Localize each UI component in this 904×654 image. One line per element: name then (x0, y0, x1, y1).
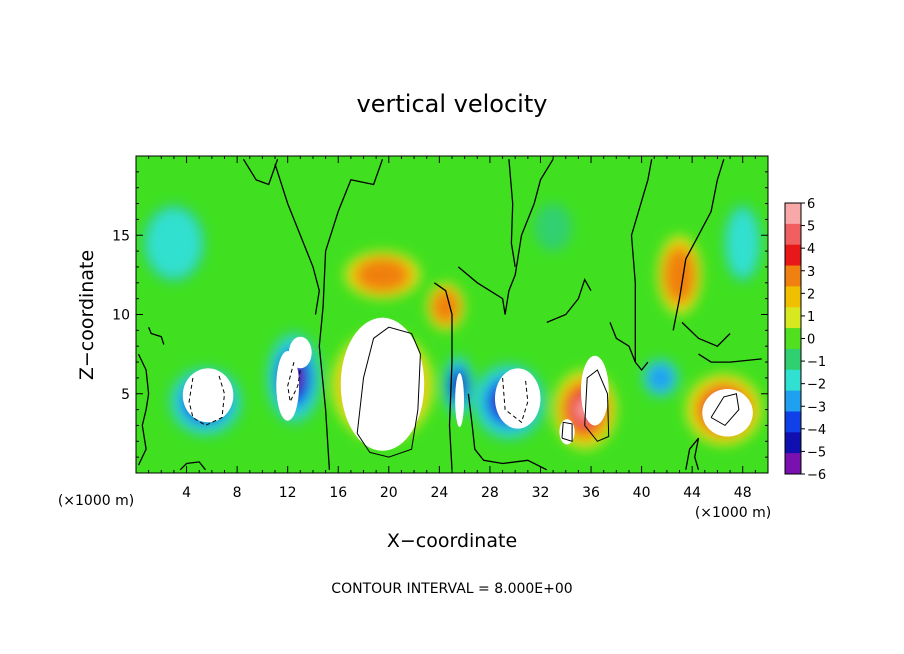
positive-contour (710, 393, 740, 427)
colorbar-swatch (785, 244, 801, 267)
zero-contour (274, 163, 320, 315)
colorbar-label: 3 (807, 265, 815, 280)
x-tick-label: 36 (582, 485, 600, 501)
colorbar-label: 2 (807, 287, 815, 302)
colorbar-label: −3 (807, 400, 826, 415)
x-tick-label: 40 (633, 485, 651, 501)
velocity-band (647, 364, 674, 392)
colorbar-swatch (785, 390, 801, 412)
velocity-band (664, 247, 695, 303)
colorbar-swatch (785, 223, 801, 246)
y-tick-label: 15 (112, 228, 130, 244)
colorbar: 6 5 4 3 2 1 0 −1 −2 −3 −4 −5 −6 (784, 197, 826, 483)
zero-contour (609, 322, 649, 372)
colorbar-swatch (785, 265, 801, 287)
x-axis-title: X−coordinate (387, 530, 517, 552)
zero-contour (433, 282, 453, 470)
x-tick-label: 16 (329, 485, 347, 501)
downdraft-core (455, 373, 465, 428)
colorbar-swatch (785, 432, 801, 454)
plot-area (136, 156, 768, 473)
x-unit-label-left: (×1000 m) (58, 493, 134, 509)
colorbar-label: −2 (807, 378, 826, 393)
updraft-upper (426, 282, 465, 331)
x-tick-label: 44 (683, 485, 701, 501)
chart-title: vertical velocity (357, 90, 548, 118)
downdraft (641, 358, 680, 398)
zero-contour (508, 159, 516, 268)
zero-contour (672, 159, 725, 331)
contour-lines (137, 158, 762, 471)
contour-interval-note: CONTOUR INTERVAL = 8.000E+00 (331, 581, 572, 597)
downdraft-weak (142, 203, 206, 283)
zero-contour (467, 393, 548, 471)
x-tick-label: 8 (233, 485, 242, 501)
negative-contour (287, 361, 301, 404)
x-tick-label: 48 (734, 485, 752, 501)
negative-contour (188, 372, 226, 426)
zero-contour (147, 326, 165, 345)
x-unit-label-right: (×1000 m) (695, 505, 771, 521)
downdraft-core (182, 368, 234, 423)
y-axis-title: Z−coordinate (76, 250, 98, 380)
downdraft-core (494, 368, 541, 429)
x-tick-label: 4 (182, 485, 191, 501)
zero-contour (137, 353, 150, 466)
velocity-band (356, 258, 409, 292)
positive-contour (561, 421, 573, 442)
colorbar-swatch (785, 369, 801, 392)
velocity-band (534, 203, 573, 252)
y-axis-ticks: 5 10 15 (112, 171, 768, 458)
colorbar-label: −5 (807, 445, 826, 460)
colorbar-label: −1 (807, 355, 826, 370)
updraft-upper (344, 251, 421, 299)
positive-contour (356, 326, 421, 458)
colorbar-label: 4 (807, 242, 815, 257)
y-tick-label: 5 (121, 387, 130, 403)
colorbar-label: 1 (807, 310, 815, 325)
x-tick-label: 28 (481, 485, 499, 501)
zero-contour (179, 461, 207, 471)
velocity-band (726, 209, 759, 277)
velocity-band (147, 209, 201, 277)
x-tick-label: 20 (380, 485, 398, 501)
colorbar-swatch (785, 411, 801, 433)
updraft-core (580, 355, 609, 426)
colorbar-swatch (785, 453, 801, 475)
zero-contour (242, 158, 279, 186)
colorbar-swatch (785, 203, 801, 225)
zero-contour (685, 437, 700, 470)
downdraft-weak (534, 203, 573, 252)
zero-contour (546, 278, 592, 324)
x-axis-ticks: 4 8 12 16 20 24 28 32 36 40 44 48 (148, 156, 756, 501)
y-tick-label: 10 (112, 308, 130, 324)
negative-contour (502, 377, 529, 424)
colorbar-swatch (785, 286, 801, 308)
colorbar-label: 5 (807, 220, 815, 235)
colorbar-label: 6 (807, 197, 815, 212)
zero-contour (318, 158, 384, 470)
colorbar-label: −4 (807, 423, 826, 438)
colorbar-label: 0 (807, 333, 815, 348)
zero-contour (698, 353, 762, 363)
updraft-core (702, 388, 753, 437)
downdraft-core (288, 336, 312, 369)
downdraft-weak (723, 203, 762, 283)
colorbar-swatch (785, 348, 801, 371)
zero-contour (630, 159, 653, 363)
zero-contour (457, 158, 554, 315)
positive-contour (584, 369, 610, 442)
colorbar-swatch (785, 328, 801, 350)
velocity-band (432, 290, 459, 324)
x-tick-label: 32 (532, 485, 550, 501)
saturated-cores (182, 317, 753, 451)
updraft-core (340, 317, 425, 451)
x-tick-label: 12 (279, 485, 297, 501)
updraft-upper (657, 235, 702, 315)
colorbar-swatch (785, 307, 801, 329)
zero-contour (681, 321, 731, 347)
colorbar-label: −6 (807, 468, 826, 483)
x-tick-label: 24 (430, 485, 448, 501)
